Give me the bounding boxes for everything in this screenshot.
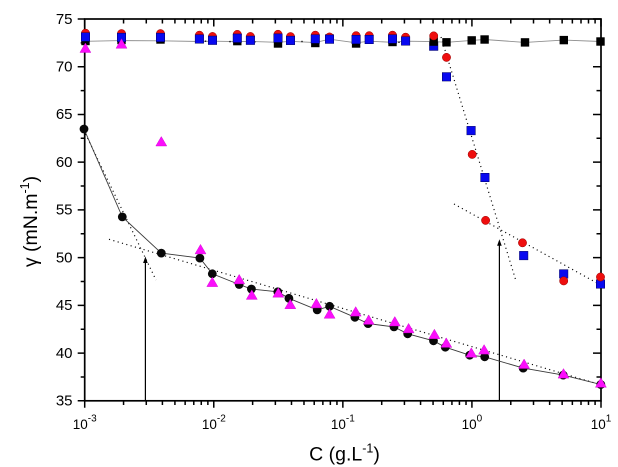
svg-text:75: 75 (56, 11, 73, 28)
svg-text:35: 35 (56, 393, 73, 410)
svg-text:45: 45 (56, 297, 73, 314)
svg-text:70: 70 (56, 59, 73, 76)
svg-text:60: 60 (56, 154, 73, 171)
svg-text:40: 40 (56, 345, 73, 362)
svg-text:γ (mN.m-1): γ (mN.m-1) (18, 176, 42, 267)
svg-text:65: 65 (56, 106, 73, 123)
svg-text:55: 55 (56, 202, 73, 219)
svg-text:50: 50 (56, 249, 73, 266)
svg-text:C (g.L-1): C (g.L-1) (309, 442, 380, 466)
